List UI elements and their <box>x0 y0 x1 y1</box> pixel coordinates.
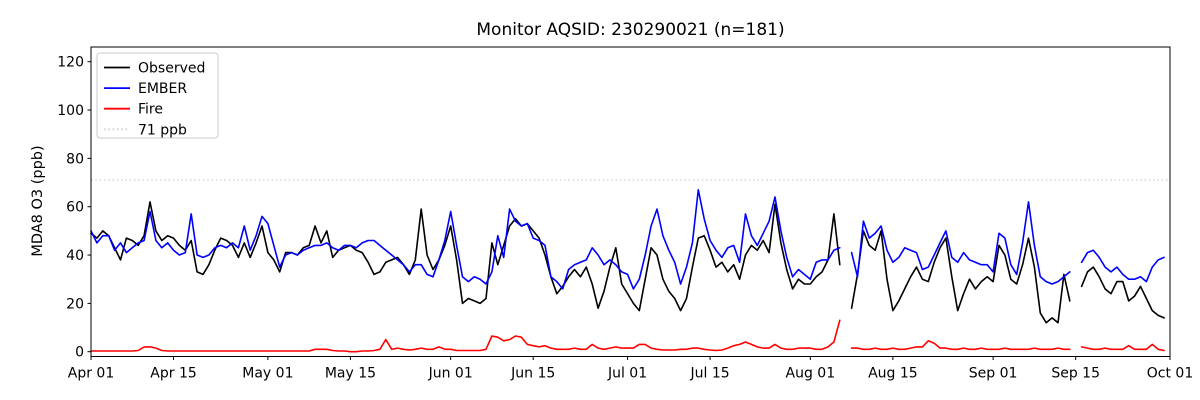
legend-box <box>96 52 219 139</box>
x-tick-label: Jun 01 <box>428 366 473 382</box>
x-tick-label: Oct 01 <box>1147 366 1193 382</box>
legend-label: Fire <box>138 102 163 118</box>
y-axis-label: MDA8 O3 (ppb) <box>30 145 46 257</box>
chart-title: Monitor AQSID: 230290021 (n=181) <box>476 20 785 40</box>
y-tick-label: 20 <box>66 296 84 312</box>
ember-line <box>90 189 1165 290</box>
x-tick-label: Jun 15 <box>510 366 555 382</box>
y-tick-label: 0 <box>75 345 84 361</box>
x-tick-label: Aug 01 <box>786 366 836 382</box>
x-tick-label: May 01 <box>242 366 293 382</box>
x-tick-label: Apr 01 <box>68 366 114 382</box>
x-tick-label: Sep 01 <box>969 366 1018 382</box>
y-tick-label: 120 <box>57 55 84 71</box>
plot-box <box>90 46 1171 357</box>
x-tick-label: May 15 <box>325 366 376 382</box>
y-tick-label: 60 <box>66 200 84 216</box>
legend-label: 71 ppb <box>138 122 187 138</box>
x-tick-label: Jul 15 <box>690 366 730 382</box>
legend-label: EMBER <box>138 81 187 97</box>
y-tick-label: 80 <box>66 151 84 167</box>
y-axis: 0 20 40 60 80 100 120 <box>57 55 91 361</box>
legend-label: Observed <box>138 61 205 77</box>
x-tick-label: Apr 15 <box>150 366 196 382</box>
x-tick-label: Sep 15 <box>1051 366 1100 382</box>
legend: Observed EMBER Fire 71 ppb <box>96 52 219 139</box>
y-tick-label: 40 <box>66 248 84 264</box>
fire-line <box>90 319 1165 353</box>
x-tick-label: Jul 01 <box>607 366 647 382</box>
x-tick-label: Aug 15 <box>868 366 918 382</box>
y-tick-label: 100 <box>57 103 84 119</box>
x-axis: Apr 01 Apr 15 May 01 May 15 Jun 01 Jun 15 Jul … <box>68 356 1193 382</box>
